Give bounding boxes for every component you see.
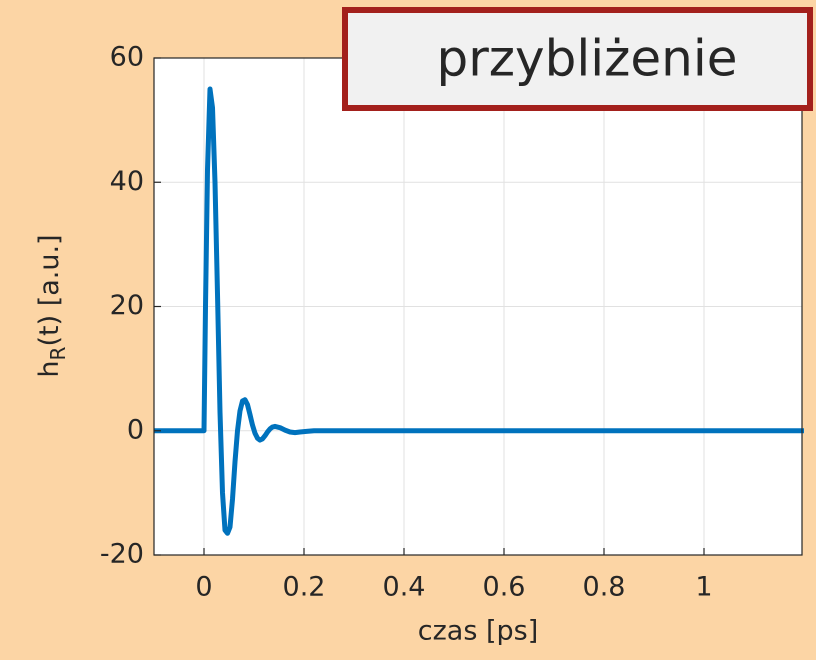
x-tick-label: 0.2 bbox=[283, 572, 326, 603]
x-axis-label: czas [ps] bbox=[418, 616, 539, 647]
data-line bbox=[154, 86, 804, 536]
x-tick-label: 0 bbox=[195, 572, 212, 603]
annotation-box bbox=[342, 7, 813, 111]
y-tick-label: 20 bbox=[110, 290, 144, 321]
ticks: 0 0.2 0.4 0.6 0.8 1 -20 0 20 40 60 bbox=[100, 42, 713, 603]
y-label-sub: R bbox=[46, 346, 70, 360]
x-tick-label: 0.8 bbox=[583, 572, 626, 603]
x-tick-label: 0.6 bbox=[483, 572, 526, 603]
lines bbox=[154, 86, 804, 536]
y-label-rest: (t) [a.u.] bbox=[34, 234, 65, 346]
y-tick-label: 60 bbox=[110, 42, 144, 73]
y-label-main: h bbox=[34, 360, 65, 377]
annotation: przybliżenie bbox=[436, 30, 737, 88]
y-axis-label: hR(t) [a.u.] bbox=[34, 234, 70, 377]
y-tick-label: 40 bbox=[110, 166, 144, 197]
y-tick-label: 0 bbox=[127, 414, 144, 445]
x-tick-label: 0.4 bbox=[383, 572, 426, 603]
y-tick-label: -20 bbox=[100, 539, 144, 570]
x-tick-label: 1 bbox=[695, 572, 712, 603]
